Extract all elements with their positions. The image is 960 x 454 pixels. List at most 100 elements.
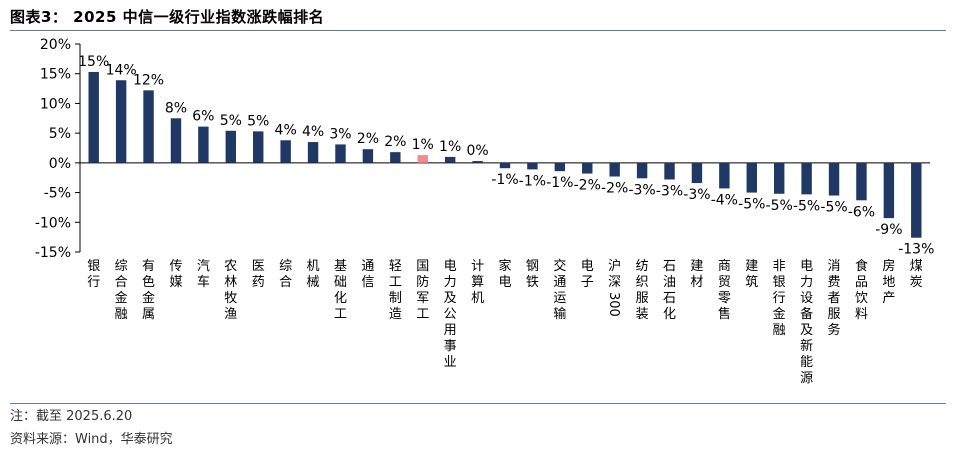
- y-axis-ticks: 20% 15% 10% 5% 0% -5% -10% -15%: [35, 37, 80, 261]
- footnote: 注：截至 2025.6.20: [10, 409, 133, 424]
- bar: [719, 162, 730, 189]
- y-tick-label: -15%: [35, 245, 71, 261]
- svg-text:费: 费: [828, 275, 841, 290]
- data-label: -3%: [628, 182, 655, 198]
- svg-text:色: 色: [142, 274, 155, 290]
- svg-text:械: 械: [307, 275, 320, 290]
- svg-text:织: 织: [636, 275, 649, 290]
- svg-text:工: 工: [334, 307, 347, 322]
- category-label: 综合: [279, 259, 292, 290]
- svg-text:机: 机: [471, 291, 484, 306]
- svg-text:金: 金: [773, 306, 786, 322]
- svg-text:农: 农: [224, 259, 237, 274]
- bar: [554, 162, 566, 172]
- svg-text:工: 工: [389, 275, 402, 290]
- title-divider: [10, 30, 946, 31]
- data-label: 2%: [357, 131, 379, 147]
- y-tick-label: 20%: [40, 37, 71, 53]
- svg-text:林: 林: [224, 275, 237, 290]
- data-label: 5%: [220, 113, 242, 129]
- svg-text:牧: 牧: [224, 291, 237, 306]
- svg-text:融: 融: [773, 323, 786, 338]
- svg-text:计: 计: [471, 259, 484, 274]
- y-tick-label: -10%: [35, 215, 71, 231]
- svg-text:属: 属: [142, 307, 155, 322]
- svg-text:石: 石: [663, 291, 676, 306]
- svg-text:材: 材: [690, 275, 703, 290]
- svg-text:新: 新: [800, 338, 813, 354]
- svg-text:家: 家: [498, 258, 511, 274]
- bar: [664, 162, 675, 180]
- data-labels: 15%14%12%8%6% 5% 5%4% 4% 3% 2% 2% 1% 1% 0%-1% -1% -…: [78, 54, 934, 258]
- data-label: 12%: [133, 72, 164, 88]
- svg-text:化: 化: [334, 291, 347, 306]
- svg-text:基: 基: [334, 259, 347, 274]
- svg-text:非: 非: [773, 259, 786, 274]
- svg-text:综: 综: [279, 259, 292, 274]
- data-label: 0%: [466, 143, 488, 159]
- svg-text:服: 服: [636, 291, 649, 306]
- data-label: 5%: [247, 113, 269, 129]
- svg-text:装: 装: [636, 307, 649, 322]
- svg-text:有: 有: [142, 259, 155, 274]
- svg-text:产: 产: [882, 291, 895, 306]
- category-label: 沪深 300: [606, 258, 621, 317]
- category-label: 银行: [87, 259, 100, 290]
- svg-text:料: 料: [855, 307, 868, 322]
- data-label: -6%: [848, 204, 875, 220]
- category-label: 机械: [307, 259, 320, 290]
- category-label: 房地产: [882, 258, 895, 306]
- svg-text:军: 军: [416, 291, 429, 306]
- svg-text:银: 银: [773, 275, 786, 290]
- svg-text:电: 电: [581, 259, 594, 274]
- svg-text:医: 医: [252, 259, 265, 274]
- svg-text:品: 品: [855, 275, 868, 290]
- svg-text:售: 售: [718, 306, 731, 322]
- data-label: -5%: [793, 198, 820, 214]
- bar: [582, 162, 593, 174]
- bar: [472, 161, 483, 163]
- svg-text:子: 子: [581, 275, 594, 290]
- svg-text:电: 电: [800, 259, 813, 274]
- data-label: 14%: [106, 62, 137, 78]
- data-label: -9%: [875, 222, 902, 238]
- bars: [88, 71, 922, 238]
- bar: [253, 131, 264, 163]
- footer-divider: [10, 403, 946, 404]
- svg-text:纺: 纺: [636, 259, 649, 274]
- data-label: 1%: [412, 137, 434, 153]
- svg-text:机: 机: [307, 259, 320, 274]
- category-label: 医药: [252, 259, 265, 290]
- svg-text:务: 务: [828, 322, 841, 338]
- svg-text:防: 防: [416, 274, 429, 290]
- svg-text:铁: 铁: [526, 275, 539, 290]
- svg-text:建: 建: [745, 259, 758, 274]
- bar: [280, 140, 291, 163]
- svg-text:业: 业: [444, 355, 457, 370]
- category-labels: 银行综合金融有色金属传媒汽车农林牧渔医药综合机械基础化工通信轻工制造国防军工电力…: [87, 258, 923, 386]
- bar: [609, 162, 620, 177]
- bar: [691, 162, 703, 184]
- data-label: -1%: [546, 175, 573, 191]
- svg-text:公: 公: [444, 307, 457, 322]
- svg-text:煤: 煤: [910, 259, 923, 274]
- svg-text:电: 电: [444, 259, 457, 274]
- svg-text:力: 力: [800, 275, 813, 290]
- svg-text:信: 信: [361, 275, 374, 290]
- category-label: 煤炭: [910, 259, 923, 290]
- data-label: 4%: [275, 122, 297, 138]
- svg-text:国: 国: [416, 259, 429, 274]
- category-label: 通信: [361, 259, 374, 290]
- bar: [390, 152, 401, 163]
